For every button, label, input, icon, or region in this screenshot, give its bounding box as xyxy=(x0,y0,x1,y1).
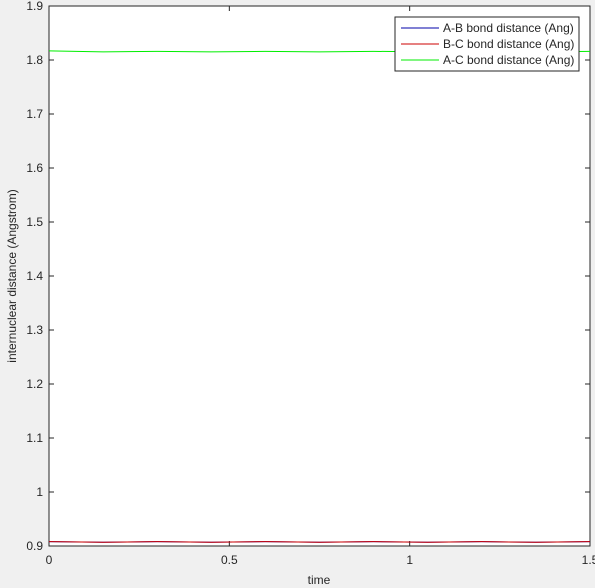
x-tick-label: 0 xyxy=(46,553,53,567)
x-tick-label: 1 xyxy=(406,553,413,567)
y-axis-label: internuclear distance (Angstrom) xyxy=(5,189,19,362)
x-tick-label: 1.5 xyxy=(582,553,595,567)
y-tick-label: 1.4 xyxy=(26,269,43,283)
x-tick-label: 0.5 xyxy=(221,553,238,567)
y-tick-label: 1 xyxy=(36,485,43,499)
y-tick-label: 1.9 xyxy=(26,0,43,13)
y-tick-label: 1.6 xyxy=(26,161,43,175)
legend-label: B-C bond distance (Ang) xyxy=(443,37,574,51)
y-tick-label: 1.3 xyxy=(26,323,43,337)
series-line xyxy=(48,541,591,543)
y-tick-label: 0.9 xyxy=(26,539,43,553)
x-axis-label: time xyxy=(308,573,331,587)
y-tick-label: 1.2 xyxy=(26,377,43,391)
y-tick-label: 1.7 xyxy=(26,107,43,121)
y-tick-label: 1.8 xyxy=(26,53,43,67)
legend-label: A-B bond distance (Ang) xyxy=(443,21,574,35)
legend-label: A-C bond distance (Ang) xyxy=(443,53,574,67)
plot-area xyxy=(48,5,591,547)
y-tick-label: 1.5 xyxy=(26,215,43,229)
y-tick-label: 1.1 xyxy=(26,431,43,445)
